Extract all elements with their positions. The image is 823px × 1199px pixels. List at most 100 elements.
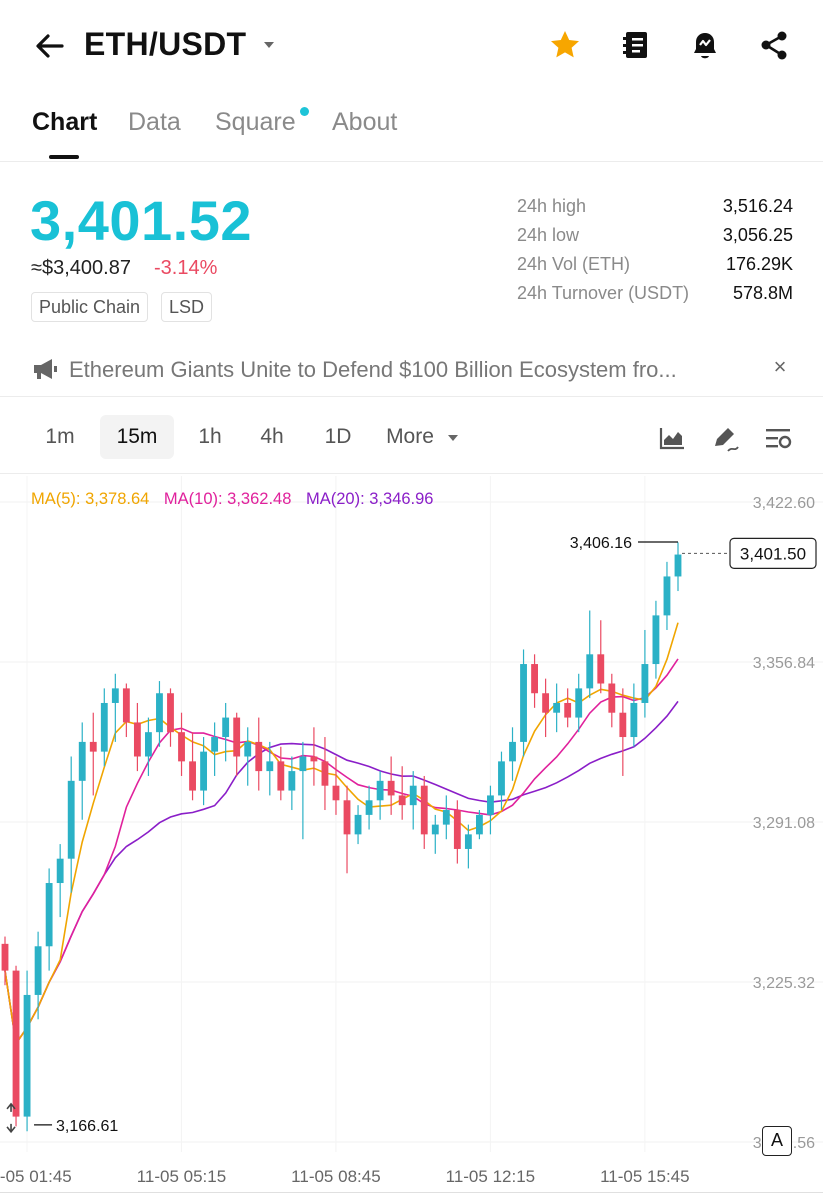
candle-body (376, 780, 384, 801)
candle-body (343, 800, 351, 835)
candle-body (663, 576, 671, 616)
notification-dot (300, 107, 309, 116)
stat-row: 24h low 3,056.25 (517, 225, 793, 254)
tab-square[interactable]: Square (215, 108, 296, 136)
ma10-line (4, 658, 679, 1046)
interval-4h[interactable]: 4h (260, 425, 284, 448)
low-marker-label: 3,166.61 (56, 1118, 118, 1135)
candle-body (255, 741, 263, 772)
header-bar: ETH/USDT (0, 0, 823, 92)
candle-body (1, 943, 9, 971)
candle-body (167, 693, 174, 733)
candle-body (365, 800, 373, 815)
share-icon[interactable] (757, 28, 791, 62)
interval-more[interactable]: More (386, 425, 434, 448)
candle-body (145, 732, 152, 757)
candle-body (189, 761, 196, 791)
back-arrow-icon[interactable] (32, 28, 68, 64)
candle-body (200, 751, 208, 791)
candle-body (277, 761, 285, 791)
candle-body (564, 702, 572, 718)
x-tick-label: 11-05 01:45 (0, 1167, 72, 1186)
candle-body (244, 741, 252, 757)
y-tick-label: 3,422.60 (753, 495, 815, 512)
candle-body (575, 688, 583, 718)
candle-body (597, 654, 605, 684)
close-icon[interactable]: × (773, 354, 787, 379)
star-icon[interactable] (548, 28, 582, 62)
tab-data[interactable]: Data (128, 108, 181, 136)
tag-lsd[interactable]: LSD (161, 292, 213, 322)
stat-label: 24h Turnover (USDT) (517, 283, 690, 303)
expand-arrows-icon (6, 1102, 16, 1134)
tag-public-chain[interactable]: Public Chain (31, 292, 149, 322)
kline-chart[interactable]: 3,422.603,356.843,291.083,225.323,159.56… (0, 476, 823, 1199)
candle-body (652, 615, 660, 665)
news-headline[interactable]: Ethereum Giants Unite to Defend $100 Bil… (69, 357, 677, 382)
stat-value: 3,056.25 (722, 225, 793, 245)
candle-body (674, 554, 682, 577)
candle-body (45, 883, 53, 947)
chart-type-icon[interactable] (658, 424, 686, 452)
candle-body (553, 702, 561, 713)
interval-15m[interactable]: 15m (100, 415, 174, 459)
candle-body (111, 688, 119, 703)
candle-body (641, 664, 649, 703)
interval-1m[interactable]: 1m (45, 425, 75, 448)
candle-body (34, 946, 42, 995)
last-price-label: 3,401.50 (740, 544, 806, 563)
stat-label: 24h low (517, 225, 580, 245)
interval-1d[interactable]: 1D (324, 425, 352, 448)
high-marker-label: 3,406.16 (570, 535, 632, 552)
fiat-price: ≈$3,400.87 (31, 257, 131, 279)
candle-body (475, 814, 483, 835)
y-tick-label: 3,225.32 (753, 975, 815, 992)
tab-chart[interactable]: Chart (32, 108, 98, 136)
candle-body (133, 722, 141, 757)
stat-row: 24h Turnover (USDT) 578.8M (517, 283, 793, 312)
x-tick-label: 11-05 05:15 (137, 1167, 226, 1186)
pair-title[interactable]: ETH/USDT (84, 26, 247, 62)
ma-legend: MA(5): 3,378.64 MA(10): 3,362.48 MA(20):… (31, 490, 444, 509)
candle-body (442, 810, 450, 825)
candle-body (12, 970, 20, 1117)
chevron-down-icon[interactable] (447, 432, 459, 444)
y-tick-label: 3,291.08 (753, 815, 815, 832)
candle-body (464, 834, 472, 849)
candle-body (531, 664, 538, 694)
candlestick-chart[interactable]: 3,422.603,356.843,291.083,225.323,159.56… (0, 476, 823, 1192)
interval-1h[interactable]: 1h (198, 425, 222, 448)
stats-panel: 24h high 3,516.24 24h low 3,056.25 24h V… (517, 196, 793, 312)
candle-body (608, 683, 616, 713)
candle-body (78, 741, 86, 781)
candle-body (122, 688, 130, 723)
interval-bar: 1m 15m 1h 4h 1D More (0, 400, 823, 474)
candle-body (67, 780, 75, 859)
candle-body (398, 795, 406, 806)
candle-body (498, 761, 505, 796)
indicator-settings-icon[interactable] (764, 424, 792, 452)
candle-body (409, 785, 417, 806)
notebook-icon[interactable] (619, 28, 653, 62)
candle-body (288, 771, 296, 791)
candle-body (487, 795, 494, 815)
x-tick-label: 11-05 15:45 (600, 1167, 689, 1186)
ma20-line (4, 700, 679, 1046)
tab-about[interactable]: About (332, 108, 398, 136)
x-tick-label: 11-05 12:15 (446, 1167, 535, 1186)
candle-body (100, 702, 108, 752)
detail-tabs: Chart Data Square About (0, 100, 823, 162)
candle-body (266, 761, 274, 772)
candle-body (321, 761, 329, 786)
news-ticker[interactable]: Ethereum Giants Unite to Defend $100 Bil… (0, 345, 823, 397)
chevron-down-icon[interactable] (262, 38, 276, 52)
price-alert-bell-icon[interactable] (688, 28, 722, 62)
auto-scale-button[interactable]: A (762, 1126, 792, 1156)
candle-body (156, 693, 163, 733)
candle-body (222, 717, 230, 738)
candle-body (542, 693, 550, 713)
drawing-tool-icon[interactable] (711, 424, 739, 452)
stat-row: 24h high 3,516.24 (517, 196, 793, 225)
stat-label: 24h Vol (ETH) (517, 254, 631, 274)
ma10-label: MA(10): 3,362.48 (163, 490, 292, 508)
